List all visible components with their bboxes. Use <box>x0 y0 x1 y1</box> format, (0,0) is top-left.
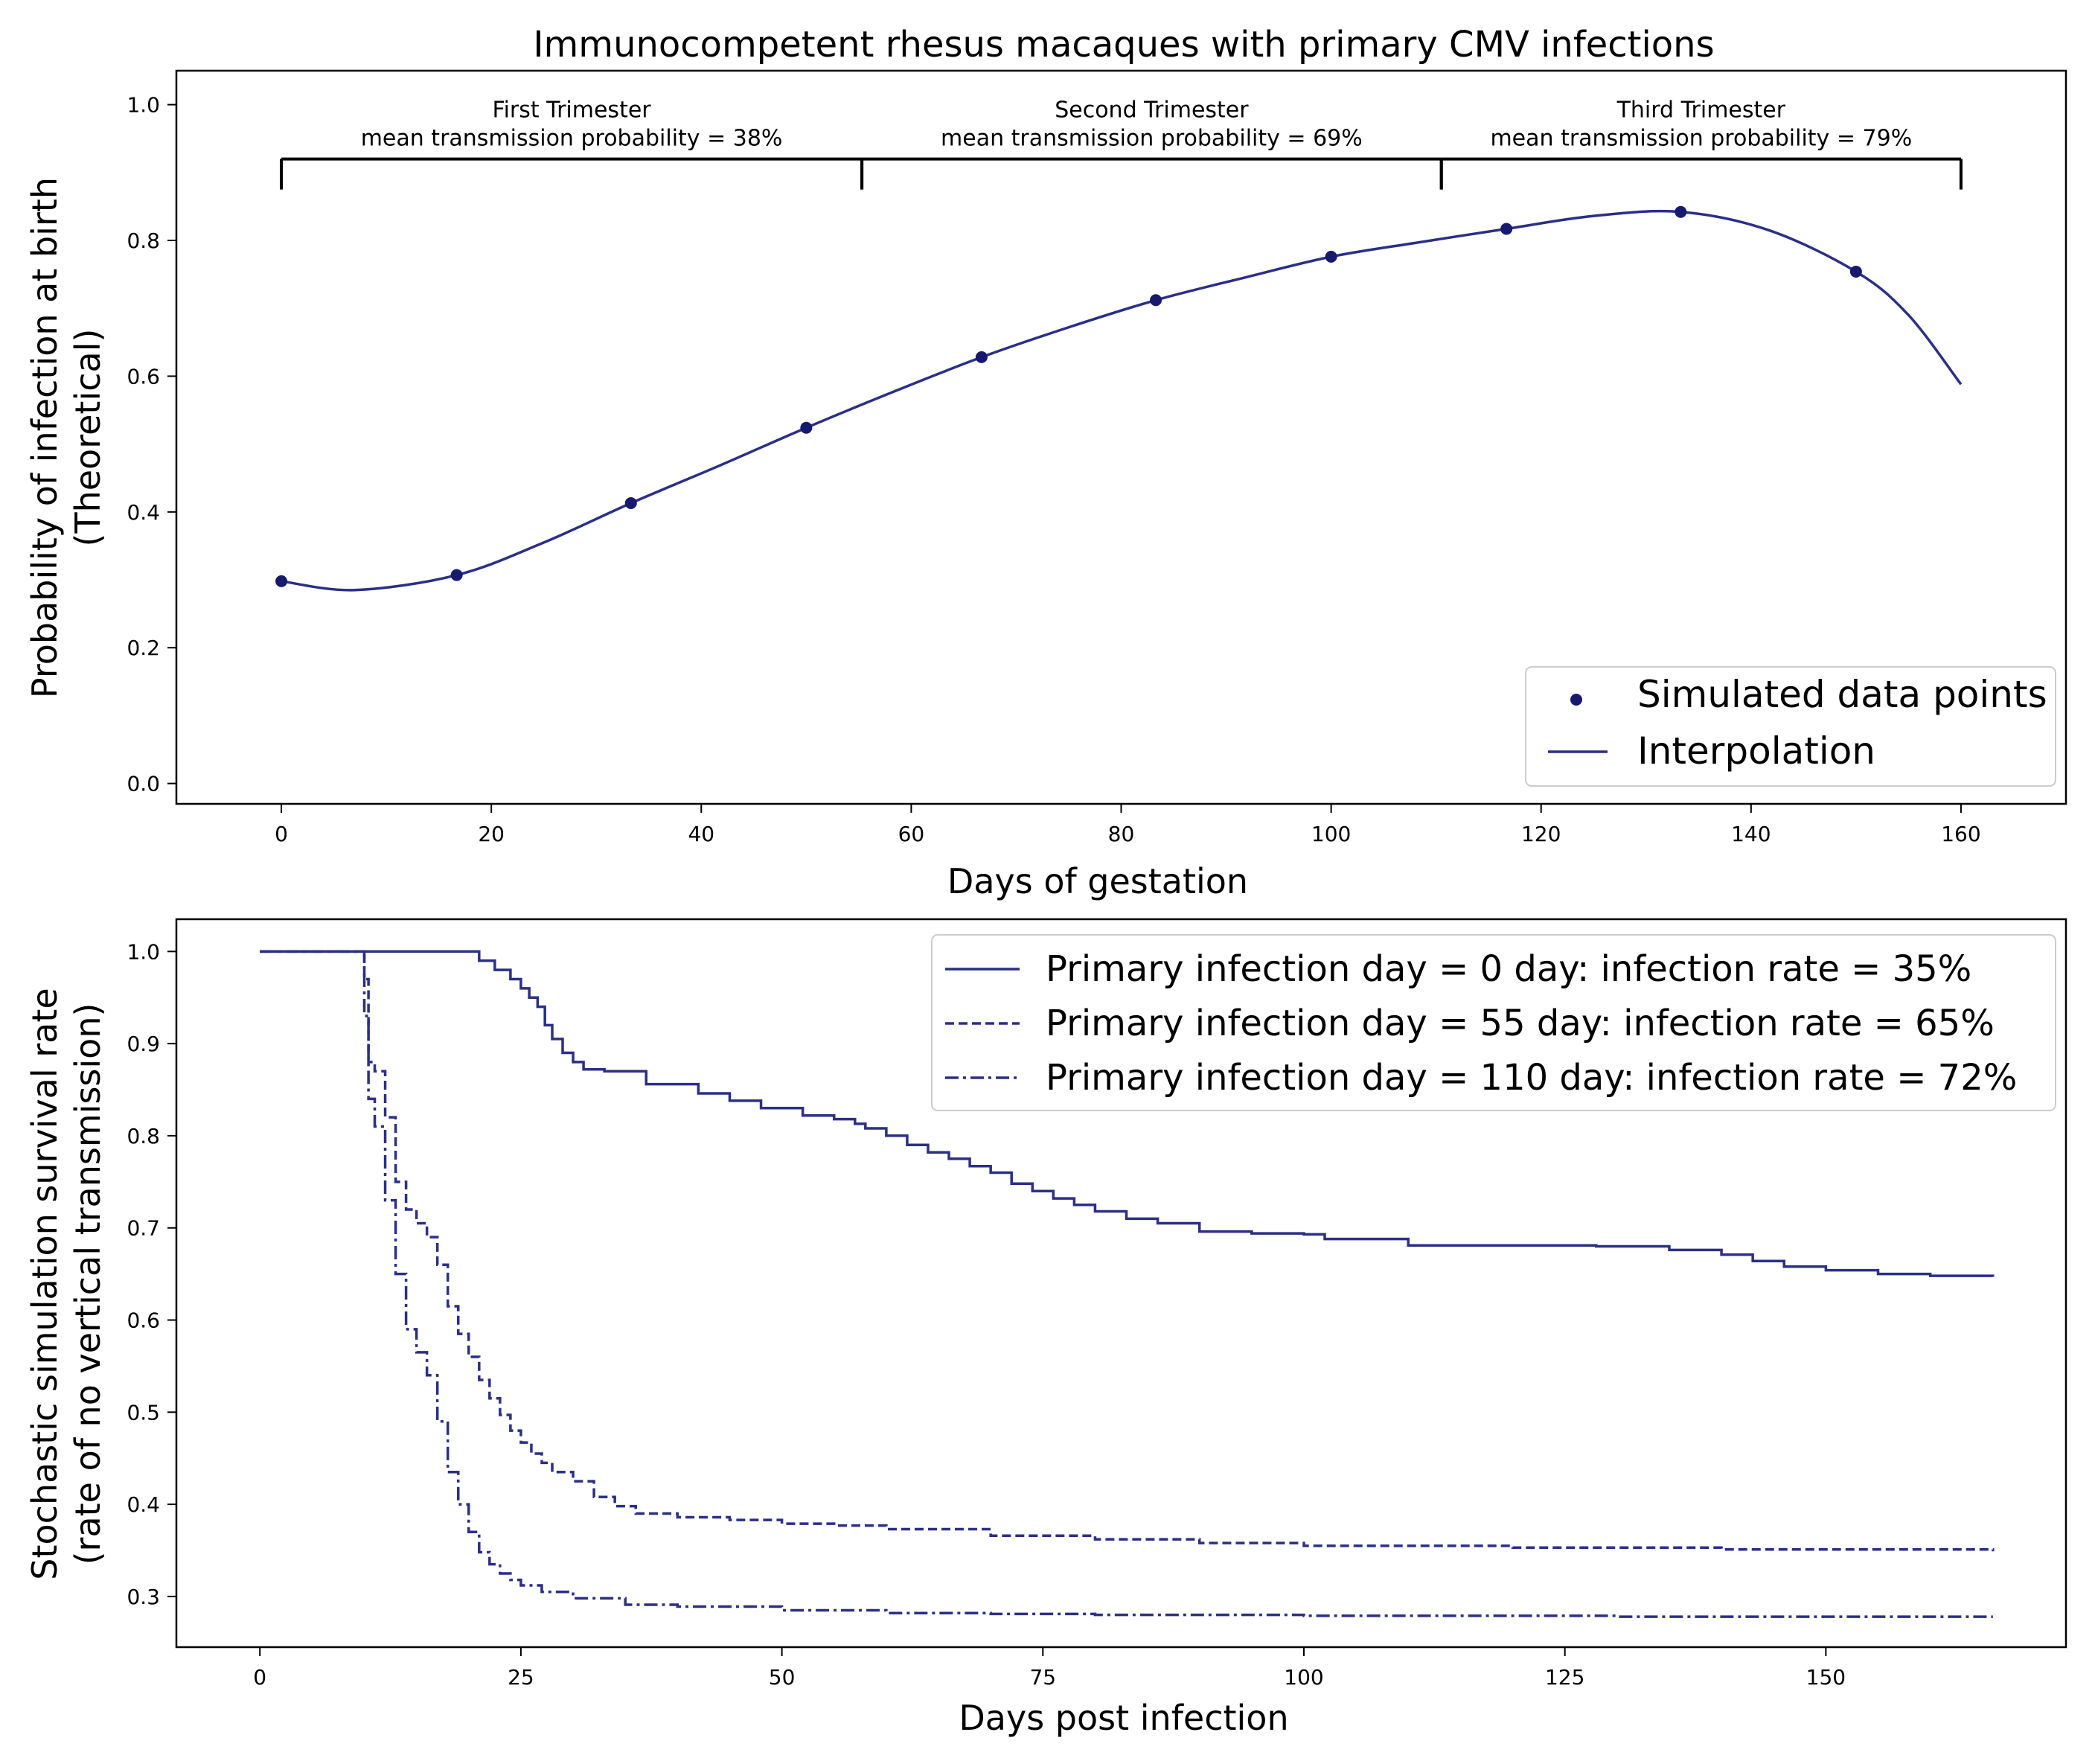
legend-marker-points <box>1570 694 1582 706</box>
y-axis-label-line2: (Theoretical) <box>68 329 108 547</box>
plot-frame <box>175 918 2067 1649</box>
legend-label-line: Interpolation <box>1637 729 1875 773</box>
series-line-day-110 <box>260 950 1993 1618</box>
y-tick-label: 0.4 <box>127 500 160 525</box>
y-tick-label: 0.8 <box>127 1124 160 1148</box>
data-point <box>1150 294 1162 307</box>
x-tick-label: 100 <box>1284 1665 1323 1690</box>
legend: Primary infection day = 0 day: infection… <box>931 934 2056 1111</box>
x-tick-label: 140 <box>1731 822 1771 846</box>
x-tick-label: 150 <box>1806 1665 1846 1690</box>
y-axis: 0.0 0.2 0.4 0.6 0.8 1.0 <box>127 93 176 796</box>
x-tick-label: 40 <box>688 822 714 846</box>
x-tick-label: 50 <box>769 1665 796 1690</box>
y-tick-label: 1.0 <box>127 93 160 118</box>
y-axis-label-line1: Stochastic simulation survival rate <box>25 988 65 1579</box>
y-tick-label: 0.5 <box>127 1400 160 1425</box>
y-axis-label-line2: (rate of no vertical transmission) <box>68 1003 108 1565</box>
data-point <box>1500 223 1513 235</box>
x-axis: 0 20 40 60 80 100 120 140 160 <box>275 804 1981 846</box>
x-tick-label: 0 <box>253 1665 266 1690</box>
data-point <box>1849 265 1862 278</box>
x-axis: 0 25 50 75 100 125 150 <box>253 1647 1846 1690</box>
trimester-detail: mean transmission probability = 38% <box>361 126 783 152</box>
data-point <box>800 421 813 434</box>
x-tick-label: 60 <box>898 822 925 846</box>
data-point <box>450 569 463 581</box>
chart-title: Immunocompetent rhesus macaques with pri… <box>533 24 1714 65</box>
data-point <box>1675 205 1687 218</box>
y-tick-label: 0.3 <box>127 1585 160 1609</box>
legend-box <box>1525 666 2056 787</box>
x-tick-label: 125 <box>1545 1665 1584 1690</box>
y-tick-label: 1.0 <box>127 939 160 964</box>
trimester-label: Second Trimester <box>1055 98 1249 124</box>
x-tick-label: 75 <box>1029 1665 1056 1690</box>
x-tick-label: 0 <box>275 822 288 846</box>
y-tick-label: 0.6 <box>127 364 160 389</box>
data-point <box>275 575 288 587</box>
x-axis-label: Days of gestation <box>947 861 1248 901</box>
data-point <box>624 496 637 509</box>
x-axis-label: Days post infection <box>959 1698 1288 1738</box>
y-tick-label: 0.8 <box>127 229 160 253</box>
series-line-day-0 <box>260 950 1995 1277</box>
x-tick-label: 120 <box>1521 822 1561 846</box>
y-axis: 0.3 0.4 0.5 0.6 0.7 0.8 0.9 1.0 <box>127 939 176 1609</box>
trimester-label: Third Trimester <box>1616 98 1786 124</box>
y-tick-label: 0.0 <box>127 772 160 796</box>
y-tick-label: 0.2 <box>127 636 160 660</box>
top-chart: Immunocompetent rhesus macaques with pri… <box>25 24 2067 901</box>
x-tick-label: 160 <box>1941 822 1980 846</box>
y-tick-label: 0.4 <box>127 1492 160 1517</box>
bottom-chart: 0 25 50 75 100 125 150 0.3 0.4 0.5 0.6 0.7 0.8 0.9 1.… <box>25 918 2067 1738</box>
x-tick-label: 25 <box>508 1665 534 1690</box>
legend-box <box>931 934 2056 1111</box>
legend-label-day-55: Primary infection day = 55 day: infectio… <box>1046 1003 1995 1044</box>
y-tick-label: 0.9 <box>127 1032 160 1056</box>
series-line-day-55 <box>260 950 1995 1552</box>
x-tick-label: 100 <box>1311 822 1351 846</box>
interpolation-line <box>281 209 1963 592</box>
data-point <box>1325 250 1337 263</box>
trimester-detail: mean transmission probability = 69% <box>941 126 1363 152</box>
x-tick-label: 80 <box>1108 822 1135 846</box>
data-point <box>975 351 988 363</box>
legend: Simulated data points Interpolation <box>1525 666 2056 787</box>
trimester-label: First Trimester <box>493 98 652 124</box>
simulated-points <box>275 205 1862 587</box>
x-tick-label: 20 <box>478 822 505 846</box>
y-axis-label-line1: Probability of infection at birth <box>25 177 65 698</box>
trimester-detail: mean transmission probability = 79% <box>1490 126 1912 152</box>
y-tick-label: 0.7 <box>127 1216 160 1241</box>
legend-label-day-0: Primary infection day = 0 day: infection… <box>1046 948 1971 990</box>
y-tick-label: 0.6 <box>127 1308 160 1333</box>
legend-label-day-110: Primary infection day = 110 day: infecti… <box>1046 1057 2017 1099</box>
legend-label-points: Simulated data points <box>1637 673 2047 716</box>
